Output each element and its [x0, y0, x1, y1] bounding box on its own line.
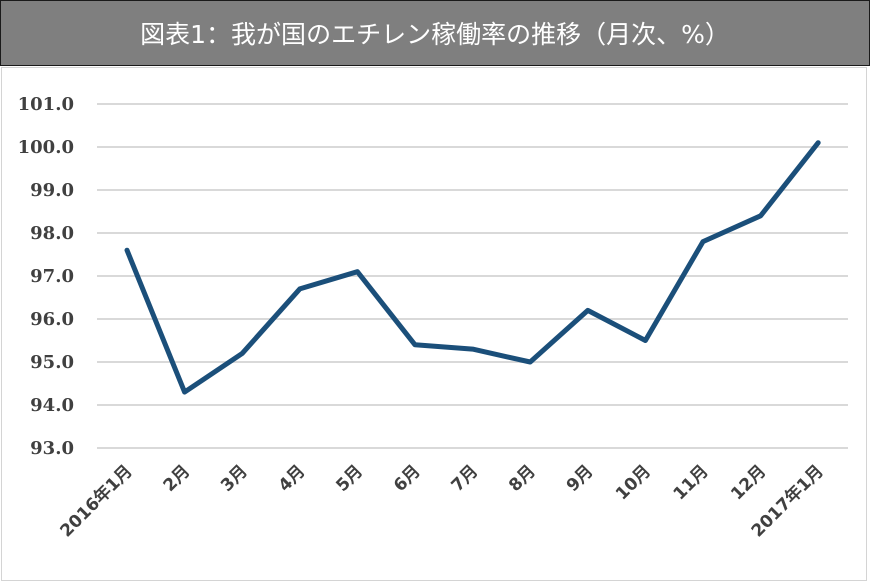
y-tick-label: 93.0 [30, 438, 74, 459]
x-tick-label: 9月 [563, 461, 598, 496]
series-line-ethylene-rate [124, 140, 821, 395]
x-tick-label: 2016年1月 [56, 461, 137, 542]
x-tick-label: 4月 [275, 461, 310, 496]
x-tick-label: 5月 [332, 461, 367, 496]
chart-title: 図表1：我が国のエチレン稼働率の推移（月次、%） [140, 20, 730, 49]
x-tick-label: 12月 [727, 461, 770, 504]
y-tick-label: 101.0 [18, 94, 74, 115]
gridlines [97, 103, 848, 449]
x-tick-label: 8月 [505, 461, 540, 496]
x-tick-label: 7月 [448, 461, 483, 496]
y-tick-label: 98.0 [30, 223, 74, 244]
y-tick-label: 100.0 [18, 137, 74, 158]
x-tick-label: 3月 [217, 461, 252, 496]
x-tick-label: 2月 [160, 461, 195, 496]
y-tick-label: 99.0 [30, 180, 74, 201]
x-tick-label: 10月 [612, 461, 655, 504]
y-tick-label: 95.0 [30, 352, 74, 373]
y-tick-label: 97.0 [30, 266, 74, 287]
y-tick-label: 96.0 [30, 309, 74, 330]
x-tick-label: 6月 [390, 461, 425, 496]
x-tick-label: 11月 [670, 461, 713, 504]
chart-title-bar: 図表1：我が国のエチレン稼働率の推移（月次、%） [0, 0, 870, 66]
y-axis: 93.0 94.0 95.0 96.0 97.0 98.0 99.0 100.0 101.0 [18, 94, 74, 459]
chart-area [1, 67, 867, 581]
y-tick-label: 94.0 [30, 395, 74, 416]
